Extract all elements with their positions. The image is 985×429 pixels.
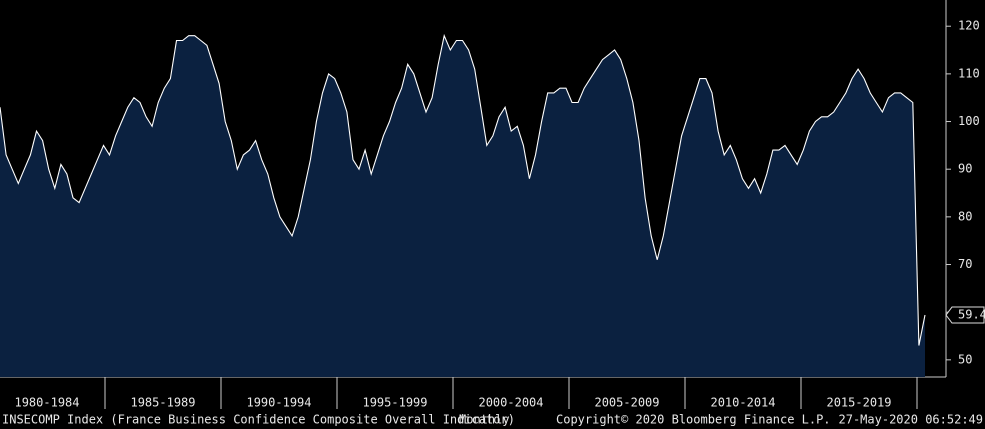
x-tick-label: 2000-2004	[478, 396, 543, 410]
y-tick-label: 100	[958, 114, 980, 128]
y-tick-label: 110	[958, 66, 980, 80]
y-tick-label: 120	[958, 19, 980, 33]
x-tick-label: 1995-1999	[362, 396, 427, 410]
x-tick-label: 2015-2019	[826, 396, 891, 410]
x-tick-label: 1990-1994	[246, 396, 311, 410]
x-tick-label: 2005-2009	[594, 396, 659, 410]
y-tick-label: 70	[958, 257, 972, 271]
last-value-box	[945, 306, 985, 324]
footer-frequency: Monthly	[459, 413, 510, 427]
footer-ticker: INSECOMP Index (France Business Confiden…	[2, 413, 515, 427]
y-tick-label: 50	[958, 352, 972, 366]
area-line	[0, 33, 926, 346]
area-fill	[0, 35, 925, 377]
y-tick-label: 80	[958, 209, 972, 223]
x-tick-label: 2010-2014	[710, 396, 775, 410]
last-value-label: 59.4	[958, 308, 985, 322]
x-tick-label: 1985-1989	[130, 396, 195, 410]
footer-copyright: Copyright© 2020 Bloomberg Finance L.P.	[556, 413, 831, 427]
y-tick-label: 90	[958, 162, 972, 176]
footer-timestamp: 27-May-2020 06:52:49	[839, 413, 984, 427]
x-tick-label: 1980-1984	[14, 396, 79, 410]
